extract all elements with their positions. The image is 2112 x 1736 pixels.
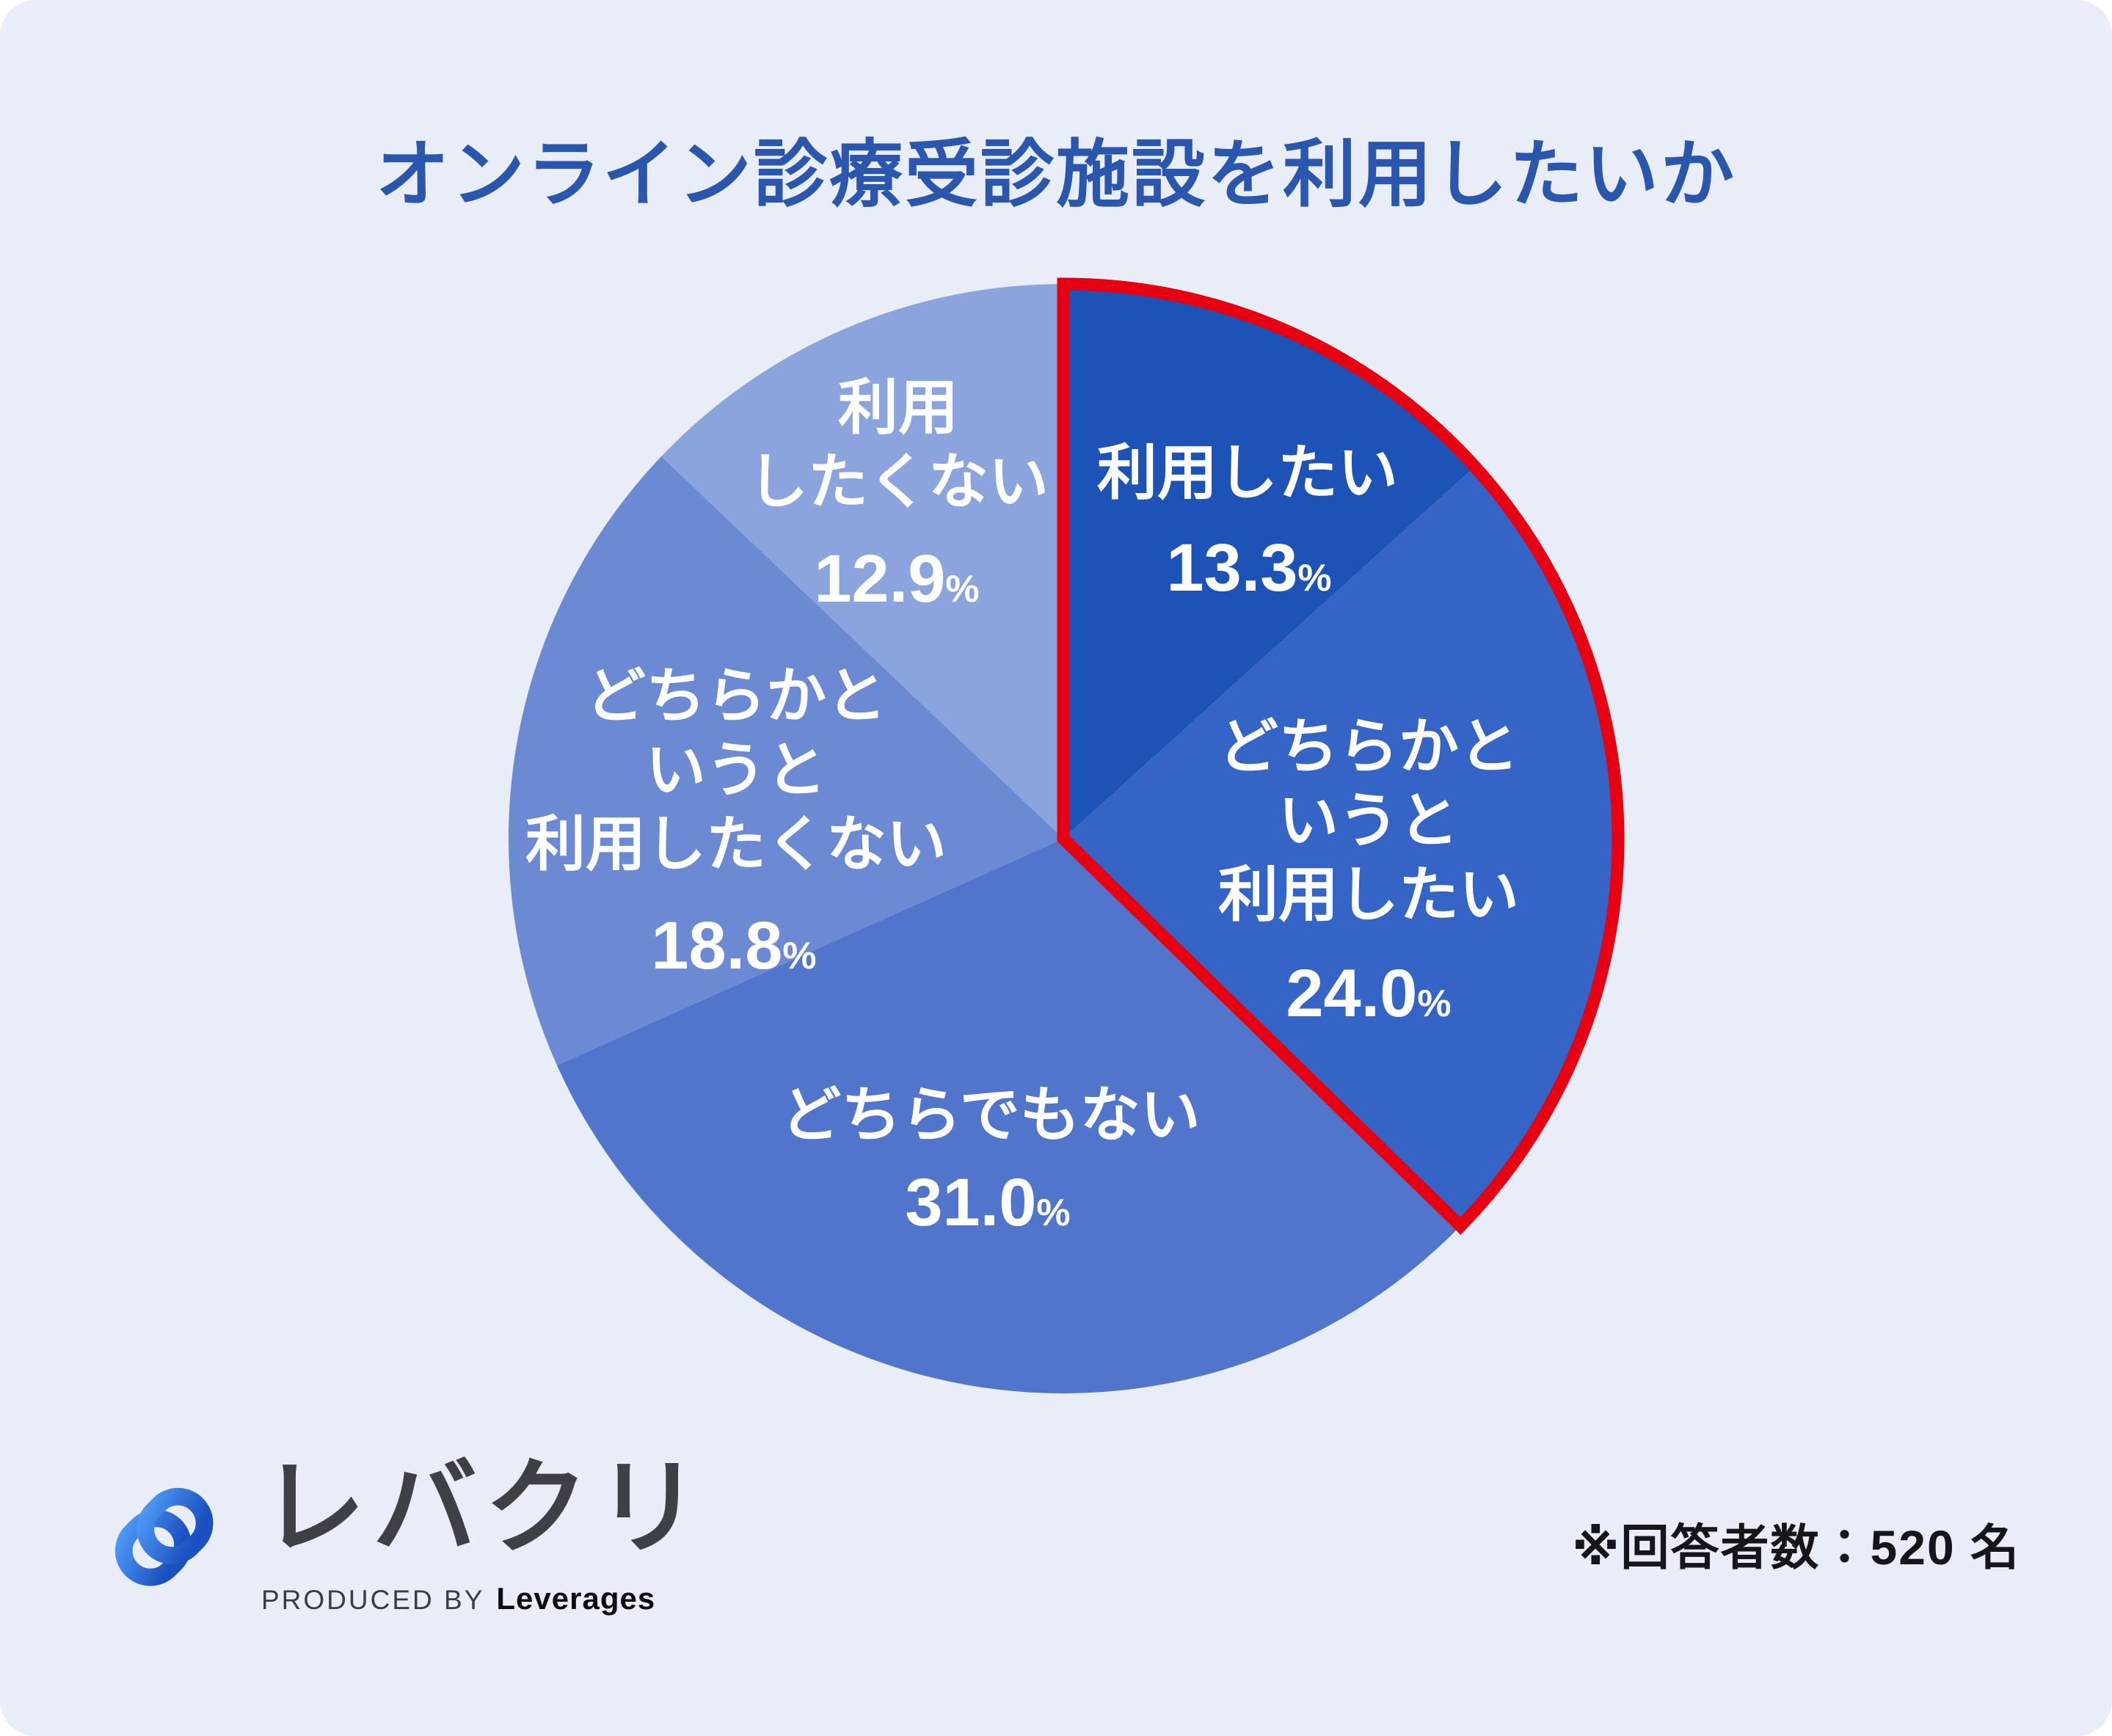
pie-slice-label-2-line-0: どちらでもない (781, 1082, 1201, 1149)
pie-slice-label-3-line-2: 利用したくない (525, 812, 947, 878)
pie-slice-value-2: 31.0% (905, 1165, 1070, 1240)
pie-slice-0 (1063, 284, 1475, 839)
pie-slice-value-4: 12.9% (814, 541, 979, 616)
logo-company-text: Leverages (496, 1581, 656, 1616)
logo-text-block: レバクリ PRODUCED BY Leverages (261, 1456, 707, 1616)
pie-slice-1 (1063, 466, 1618, 1226)
pie-slice-label-3-line-0: どちらかと (586, 663, 886, 730)
pie-slice-2 (557, 839, 1461, 1393)
respondent-count-note: ※回答者数：520 名 (1572, 1520, 2020, 1575)
page-title: オンライン診療受診施設を利用したいか (376, 134, 1736, 216)
pie-slice-3 (509, 456, 1063, 1065)
pie-slice-label-1-line-1: いうと (1278, 788, 1459, 855)
levacli-logo-mark-icon (114, 1487, 214, 1586)
pie-slice-value-0: 13.3% (1166, 530, 1331, 605)
pie-slice-value-1: 24.0% (1286, 956, 1451, 1031)
highlight-outline (1057, 277, 1625, 1235)
pie-slice-label-0-line-0: 利用したい (1097, 440, 1398, 507)
logo-produced-by-text: PRODUCED BY (261, 1585, 485, 1615)
pie-slice-label-1-line-2: 利用したい (1218, 862, 1519, 929)
pie-slice-label-4-line-1: したくない (748, 449, 1049, 516)
logo-brand-text: レバクリ (261, 1450, 707, 1567)
pie-slice-label-3-line-1: いうと (646, 737, 826, 804)
pie-slice-label-1-line-0: どちらかと (1218, 714, 1519, 781)
levacli-logo: レバクリ PRODUCED BY Leverages (94, 1456, 707, 1616)
pie-slice-4 (661, 284, 1063, 839)
pie-slice-label-4-line-0: 利用 (838, 375, 958, 442)
pie-slice-value-3: 18.8% (651, 908, 816, 983)
logo-produced-line: PRODUCED BY Leverages (261, 1581, 707, 1616)
